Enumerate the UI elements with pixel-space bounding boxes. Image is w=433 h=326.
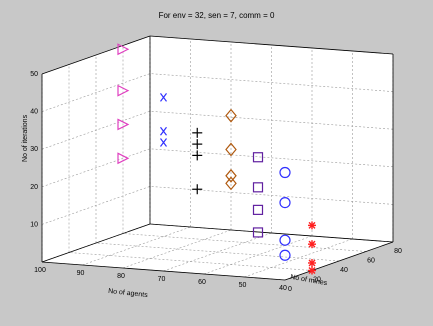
data-point bbox=[117, 152, 130, 165]
grid-line bbox=[149, 110, 394, 130]
x-tick-label: 60 bbox=[367, 258, 375, 265]
square-marker bbox=[252, 152, 264, 163]
y-tick-label: 50 bbox=[239, 282, 247, 289]
grid-line bbox=[163, 232, 272, 272]
y-tick-label: 100 bbox=[34, 267, 46, 274]
tick-labels: 0 20 40 60 80 40 50 60 70 80 90 100 10 20 30 40 50 bbox=[30, 71, 402, 293]
data-point bbox=[252, 182, 264, 193]
grid-line bbox=[82, 226, 191, 266]
data-point bbox=[192, 139, 203, 150]
diamond-marker bbox=[225, 176, 237, 191]
z-tick-label: 50 bbox=[30, 71, 38, 78]
axis-edge bbox=[41, 35, 151, 75]
grid-line bbox=[41, 148, 151, 188]
triangle-marker bbox=[117, 152, 130, 165]
circle-marker bbox=[279, 234, 291, 246]
z-tick-label: 40 bbox=[30, 109, 38, 116]
grid-line bbox=[122, 229, 232, 269]
z-axis-label: No of iterations bbox=[22, 114, 29, 162]
data-point bbox=[308, 221, 316, 230]
square-marker bbox=[252, 182, 264, 193]
data-point bbox=[192, 150, 203, 161]
data-point bbox=[308, 266, 316, 275]
x-tick-label: 20 bbox=[313, 277, 321, 284]
y-tick-label: 60 bbox=[198, 279, 206, 286]
data-point bbox=[308, 240, 316, 249]
data-point bbox=[279, 249, 291, 261]
data-point bbox=[279, 234, 291, 246]
y-tick-label: 80 bbox=[117, 273, 125, 280]
chart-title: For env = 32, sen = 7, comm = 0 bbox=[158, 11, 275, 20]
data-point bbox=[225, 168, 237, 183]
data-point bbox=[192, 127, 203, 138]
data-point bbox=[160, 138, 167, 147]
data-point bbox=[225, 176, 237, 191]
data-point bbox=[279, 166, 291, 179]
data-point bbox=[252, 227, 264, 238]
x-marker-stroke bbox=[160, 138, 167, 147]
circle-marker bbox=[279, 249, 291, 261]
data-point bbox=[117, 118, 130, 131]
axis-edge bbox=[41, 261, 286, 281]
x-marker-stroke bbox=[160, 126, 167, 136]
grid-line bbox=[244, 238, 353, 278]
data-point bbox=[192, 184, 203, 195]
data-point bbox=[279, 196, 291, 209]
x-tick-label: 40 bbox=[340, 267, 348, 274]
diamond-marker bbox=[225, 108, 237, 123]
grid-line bbox=[203, 235, 313, 275]
data-point bbox=[160, 93, 167, 102]
axis-edge bbox=[41, 223, 151, 263]
data-point bbox=[160, 126, 167, 136]
triangle-marker bbox=[117, 43, 130, 56]
circle-marker bbox=[279, 166, 291, 179]
data-point bbox=[225, 108, 237, 123]
grid-line bbox=[41, 73, 151, 112]
axes-box bbox=[41, 35, 394, 281]
diamond-marker bbox=[225, 142, 237, 157]
y-tick-label: 70 bbox=[158, 276, 166, 283]
data-point bbox=[308, 258, 316, 267]
x-marker-stroke bbox=[160, 93, 167, 102]
grid-line bbox=[41, 110, 151, 150]
axis-edge bbox=[284, 241, 394, 281]
grid-line bbox=[149, 73, 394, 92]
data-markers bbox=[117, 43, 316, 275]
grid-line bbox=[149, 186, 394, 205]
axis-edge bbox=[149, 223, 394, 243]
square-marker bbox=[252, 227, 264, 238]
data-point bbox=[117, 43, 130, 56]
data-point bbox=[225, 142, 237, 157]
triangle-marker bbox=[117, 118, 130, 131]
data-point bbox=[252, 204, 264, 215]
y-tick-label: 40 bbox=[279, 285, 287, 292]
data-point bbox=[252, 152, 264, 163]
triangle-marker bbox=[117, 84, 130, 97]
data-point bbox=[117, 84, 130, 97]
grid-line bbox=[41, 186, 151, 225]
axis-edge bbox=[149, 35, 394, 55]
y-tick-label: 90 bbox=[77, 270, 85, 277]
z-tick-label: 30 bbox=[30, 146, 38, 153]
x-tick-label: 80 bbox=[394, 248, 402, 255]
x-tick-label: 0 bbox=[288, 286, 292, 293]
grid-line bbox=[149, 148, 394, 168]
z-tick-label: 20 bbox=[30, 184, 38, 191]
z-tick-label: 10 bbox=[30, 221, 38, 228]
circle-marker bbox=[279, 196, 291, 209]
diamond-marker bbox=[225, 168, 237, 183]
square-marker bbox=[252, 204, 264, 215]
